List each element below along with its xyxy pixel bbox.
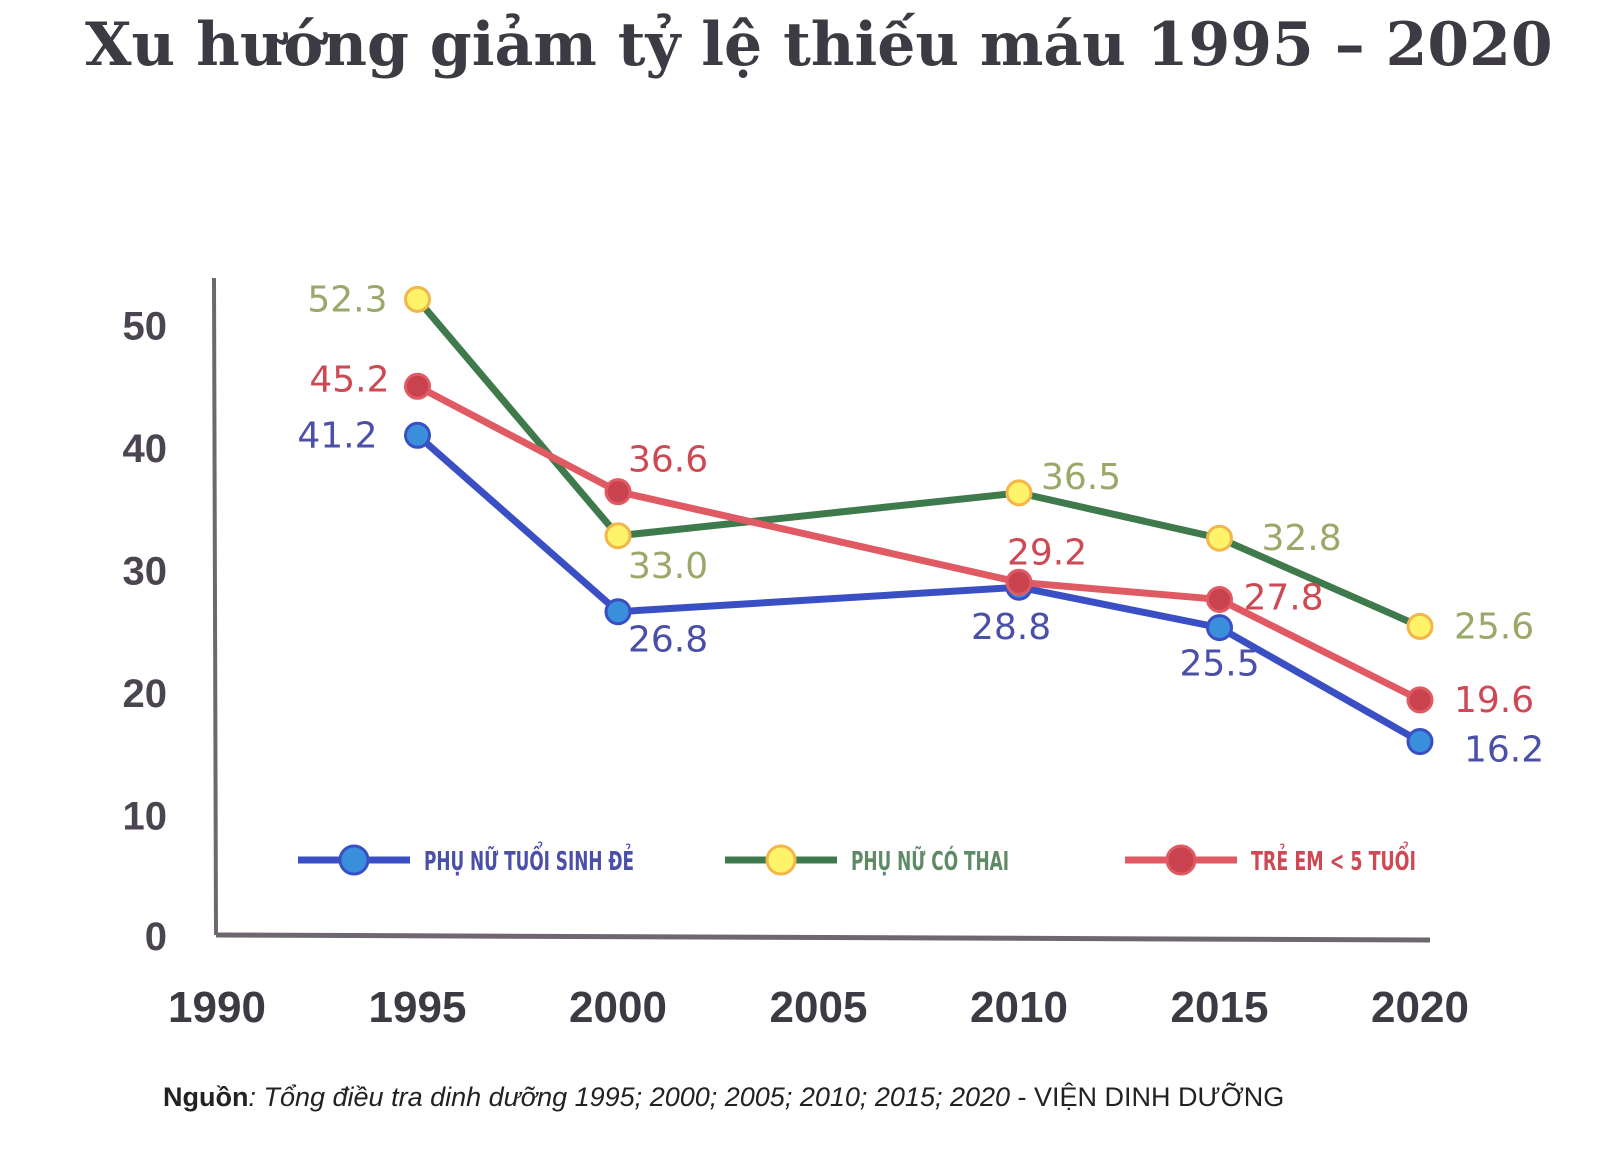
data-point-marker: [604, 598, 632, 626]
x-tick-label: 1990: [168, 983, 266, 1032]
data-point-marker: [1206, 524, 1233, 552]
data-point-marker: [1005, 479, 1033, 507]
data-label: 28.8: [971, 607, 1051, 648]
data-point-marker: [604, 522, 632, 550]
data-point-marker: [1406, 612, 1434, 640]
legend-marker-icon: [765, 844, 797, 876]
legend-marker-icon: [338, 844, 370, 876]
data-label: 36.5: [1041, 457, 1121, 498]
data-label: 36.6: [628, 440, 708, 481]
data-point-marker: [1206, 614, 1233, 642]
y-tick-label: 30: [123, 550, 168, 594]
data-point-marker: [1005, 568, 1033, 596]
data-label: 16.2: [1464, 730, 1544, 771]
y-tick-label: 40: [123, 427, 168, 471]
y-tick-label: 50: [123, 305, 168, 349]
chart-title: Xu hướng giảm tỷ lệ thiếu máu 1995 – 202…: [85, 10, 1553, 80]
data-label: 25.6: [1454, 606, 1534, 647]
data-point-marker: [1206, 585, 1233, 613]
data-label: 32.8: [1262, 518, 1342, 559]
data-label: 45.2: [309, 359, 389, 400]
x-tick-label: 2000: [569, 983, 667, 1032]
x-tick-label: 2010: [970, 983, 1068, 1032]
data-label: 29.2: [1007, 532, 1087, 573]
data-point-marker: [1406, 728, 1434, 756]
data-point-marker: [1406, 686, 1434, 714]
data-label: 33.0: [628, 546, 708, 587]
data-label: 41.2: [297, 415, 377, 456]
data-point-marker: [604, 478, 632, 506]
data-point-marker: [404, 421, 431, 449]
x-tick-label: 1995: [369, 983, 467, 1032]
data-label: 52.3: [307, 279, 387, 320]
legend-label: PHỤ NỮ TUỔI SINH ĐẺ: [424, 839, 634, 877]
source-text: : Tổng điều tra dinh dưỡng 1995; 2000; 2…: [248, 1082, 1011, 1112]
x-tick-label: 2015: [1171, 983, 1269, 1032]
source-note: Nguồn: Tổng điều tra dinh dưỡng 1995; 20…: [163, 1082, 1284, 1113]
y-tick-label: 0: [145, 915, 167, 959]
y-tick-label: 20: [123, 672, 168, 716]
legend-marker-icon: [1165, 844, 1197, 876]
y-axis: [212, 277, 218, 936]
data-point-marker: [404, 285, 431, 313]
data-label: 25.5: [1180, 644, 1260, 685]
data-label: 27.8: [1244, 577, 1324, 618]
legend-label: TRẺ EM < 5 TUỔI: [1251, 839, 1416, 877]
source-org: - VIỆN DINH DƯỠNG: [1010, 1082, 1285, 1112]
y-tick-label: 10: [123, 795, 168, 839]
x-tick-label: 2005: [770, 983, 868, 1032]
x-axis: [215, 932, 1431, 943]
x-tick-label: 2020: [1371, 983, 1469, 1032]
legend-label: PHỤ NỮ CÓ THAI: [851, 845, 1009, 877]
data-point-marker: [404, 372, 431, 400]
data-label: 19.6: [1454, 680, 1534, 721]
source-label: Nguồn: [163, 1082, 249, 1112]
data-label: 26.8: [628, 620, 708, 661]
